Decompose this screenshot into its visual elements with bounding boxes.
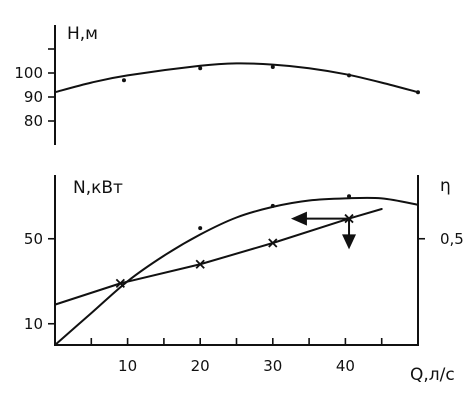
efficiency-line — [54, 208, 383, 306]
head-panel: H,м 100 90 80 — [14, 24, 420, 145]
flow-axis-title: Q,л/с — [410, 365, 455, 385]
power-measure-point — [347, 194, 352, 199]
power-curve — [54, 196, 419, 346]
power-y-tick-label: 10 — [24, 315, 43, 333]
head-points — [121, 65, 420, 95]
power-measure-point — [198, 226, 203, 231]
efficiency-x-marker — [115, 278, 125, 289]
head-y-tick-label: 100 — [14, 64, 43, 82]
operating-point-annotation — [290, 211, 357, 250]
efficiency-x-marker — [268, 238, 278, 248]
bottom-ticks: 50 10 0,5 10 20 30 40 — [24, 230, 464, 375]
head-y-tick-label: 80 — [24, 112, 43, 130]
head-axis-title: H,м — [67, 24, 98, 44]
left-arrow-head — [290, 211, 307, 226]
efficiency-axis-title: η — [440, 176, 451, 196]
down-arrow-head — [342, 234, 357, 250]
power-efficiency-panel: N,кВт η Q,л/с 50 10 0,5 10 20 30 40 — [24, 175, 464, 385]
bottom-frame — [54, 175, 419, 346]
head-y-tick-label: 90 — [24, 88, 43, 106]
head-measure-point — [347, 73, 352, 78]
power-axis-title: N,кВт — [73, 178, 123, 198]
head-measure-point — [121, 78, 126, 83]
flow-x-tick-label: 40 — [336, 357, 355, 375]
power-y-tick-label: 50 — [24, 230, 43, 248]
flow-x-tick-label: 20 — [191, 357, 210, 375]
efficiency-y-tick-label: 0,5 — [440, 230, 464, 248]
flow-x-tick-label: 10 — [118, 357, 137, 375]
efficiency-x-marker — [195, 259, 205, 269]
power-measure-point — [270, 203, 275, 208]
head-measure-point — [198, 66, 203, 71]
head-ticks: 100 90 80 — [14, 48, 55, 130]
head-curve — [54, 62, 419, 94]
flow-x-tick-label: 30 — [263, 357, 282, 375]
power-points — [198, 194, 352, 231]
head-measure-point — [270, 65, 275, 69]
head-measure-point — [416, 90, 420, 95]
